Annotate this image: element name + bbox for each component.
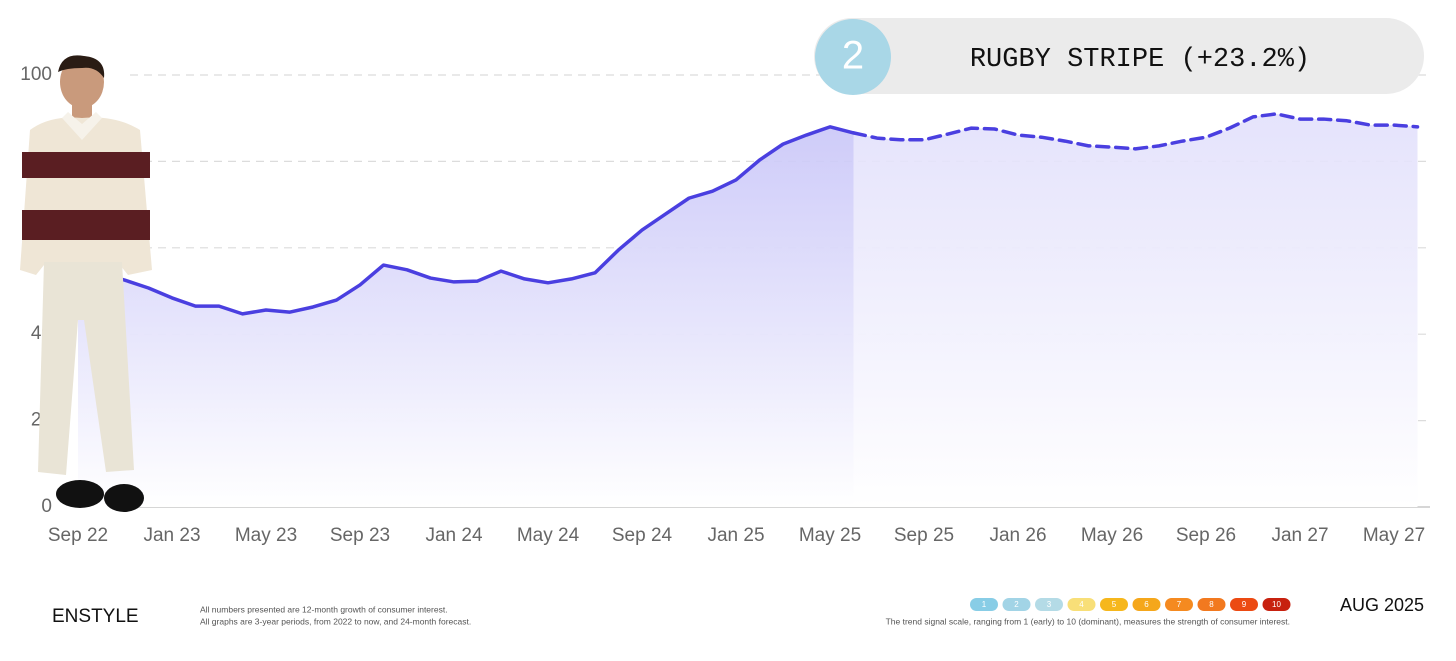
signal-scale: 1 2 3 4 5 6 7 8 9 10 <box>970 598 1291 611</box>
x-tick-label: Jan 27 <box>1271 525 1328 546</box>
chart-title: RUGBY STRIPE (+23.2%) <box>970 45 1310 75</box>
brand: ENSTYLE <box>52 606 139 627</box>
scale-label: 7 <box>1177 600 1182 609</box>
scale-label: 9 <box>1242 600 1247 609</box>
area <box>78 126 854 507</box>
scale-label: 6 <box>1144 600 1149 609</box>
scale-pill <box>1035 598 1063 611</box>
scale-pill <box>1262 598 1291 611</box>
area <box>853 113 1418 507</box>
scale-pill <box>1132 598 1161 611</box>
date: AUG 2025 <box>1340 595 1424 615</box>
x-tick-label: Sep 25 <box>894 525 954 546</box>
scale-label: 2 <box>1014 600 1019 609</box>
x-tick-label: Jan 24 <box>425 525 482 546</box>
x-tick-label: May 25 <box>799 525 861 546</box>
x-tick-label: May 23 <box>235 525 297 546</box>
y-tick-label: 100 <box>20 64 52 85</box>
scale-pill <box>970 598 998 611</box>
badge-number: 2 <box>842 34 864 78</box>
title-pill <box>814 18 1424 94</box>
scale-pill <box>1002 598 1031 611</box>
plot <box>76 112 1420 507</box>
scale-pill <box>1230 598 1258 611</box>
scale-label: 3 <box>1047 600 1052 609</box>
scale-label: 10 <box>1272 600 1281 609</box>
note: All numbers presented are 12-month growt… <box>200 604 448 614</box>
badge <box>815 19 891 95</box>
x-tick-label: Jan 26 <box>989 525 1046 546</box>
scale-label: 5 <box>1112 600 1117 609</box>
scale-pill <box>1067 598 1096 611</box>
note: All graphs are 3-year periods, from 2022… <box>200 616 471 626</box>
x-tick-label: May 27 <box>1363 525 1425 546</box>
x-tick-label: Jan 25 <box>707 525 764 546</box>
scale-label: 4 <box>1079 600 1084 609</box>
product-figure <box>20 55 152 512</box>
y-tick-label: 0 <box>41 496 52 517</box>
x-tick-label: Sep 24 <box>612 525 673 546</box>
x-tick-label: Sep 23 <box>330 525 390 546</box>
x-tick-label: May 26 <box>1081 525 1143 546</box>
x-tick-label: Sep 26 <box>1176 525 1236 546</box>
x-tick-label: May 24 <box>517 525 580 546</box>
line <box>76 125 856 316</box>
scale-pill <box>1100 598 1128 611</box>
scale-label: 8 <box>1209 600 1214 609</box>
scale-pill <box>1165 598 1193 611</box>
scale-caption: The trend signal scale, ranging from 1 (… <box>886 616 1290 626</box>
x-tick-label: Sep 22 <box>48 525 108 546</box>
x-tick-label: Jan 23 <box>143 525 200 546</box>
scale-pill <box>1197 598 1226 611</box>
scale-label: 1 <box>982 600 987 609</box>
line <box>851 112 1420 151</box>
